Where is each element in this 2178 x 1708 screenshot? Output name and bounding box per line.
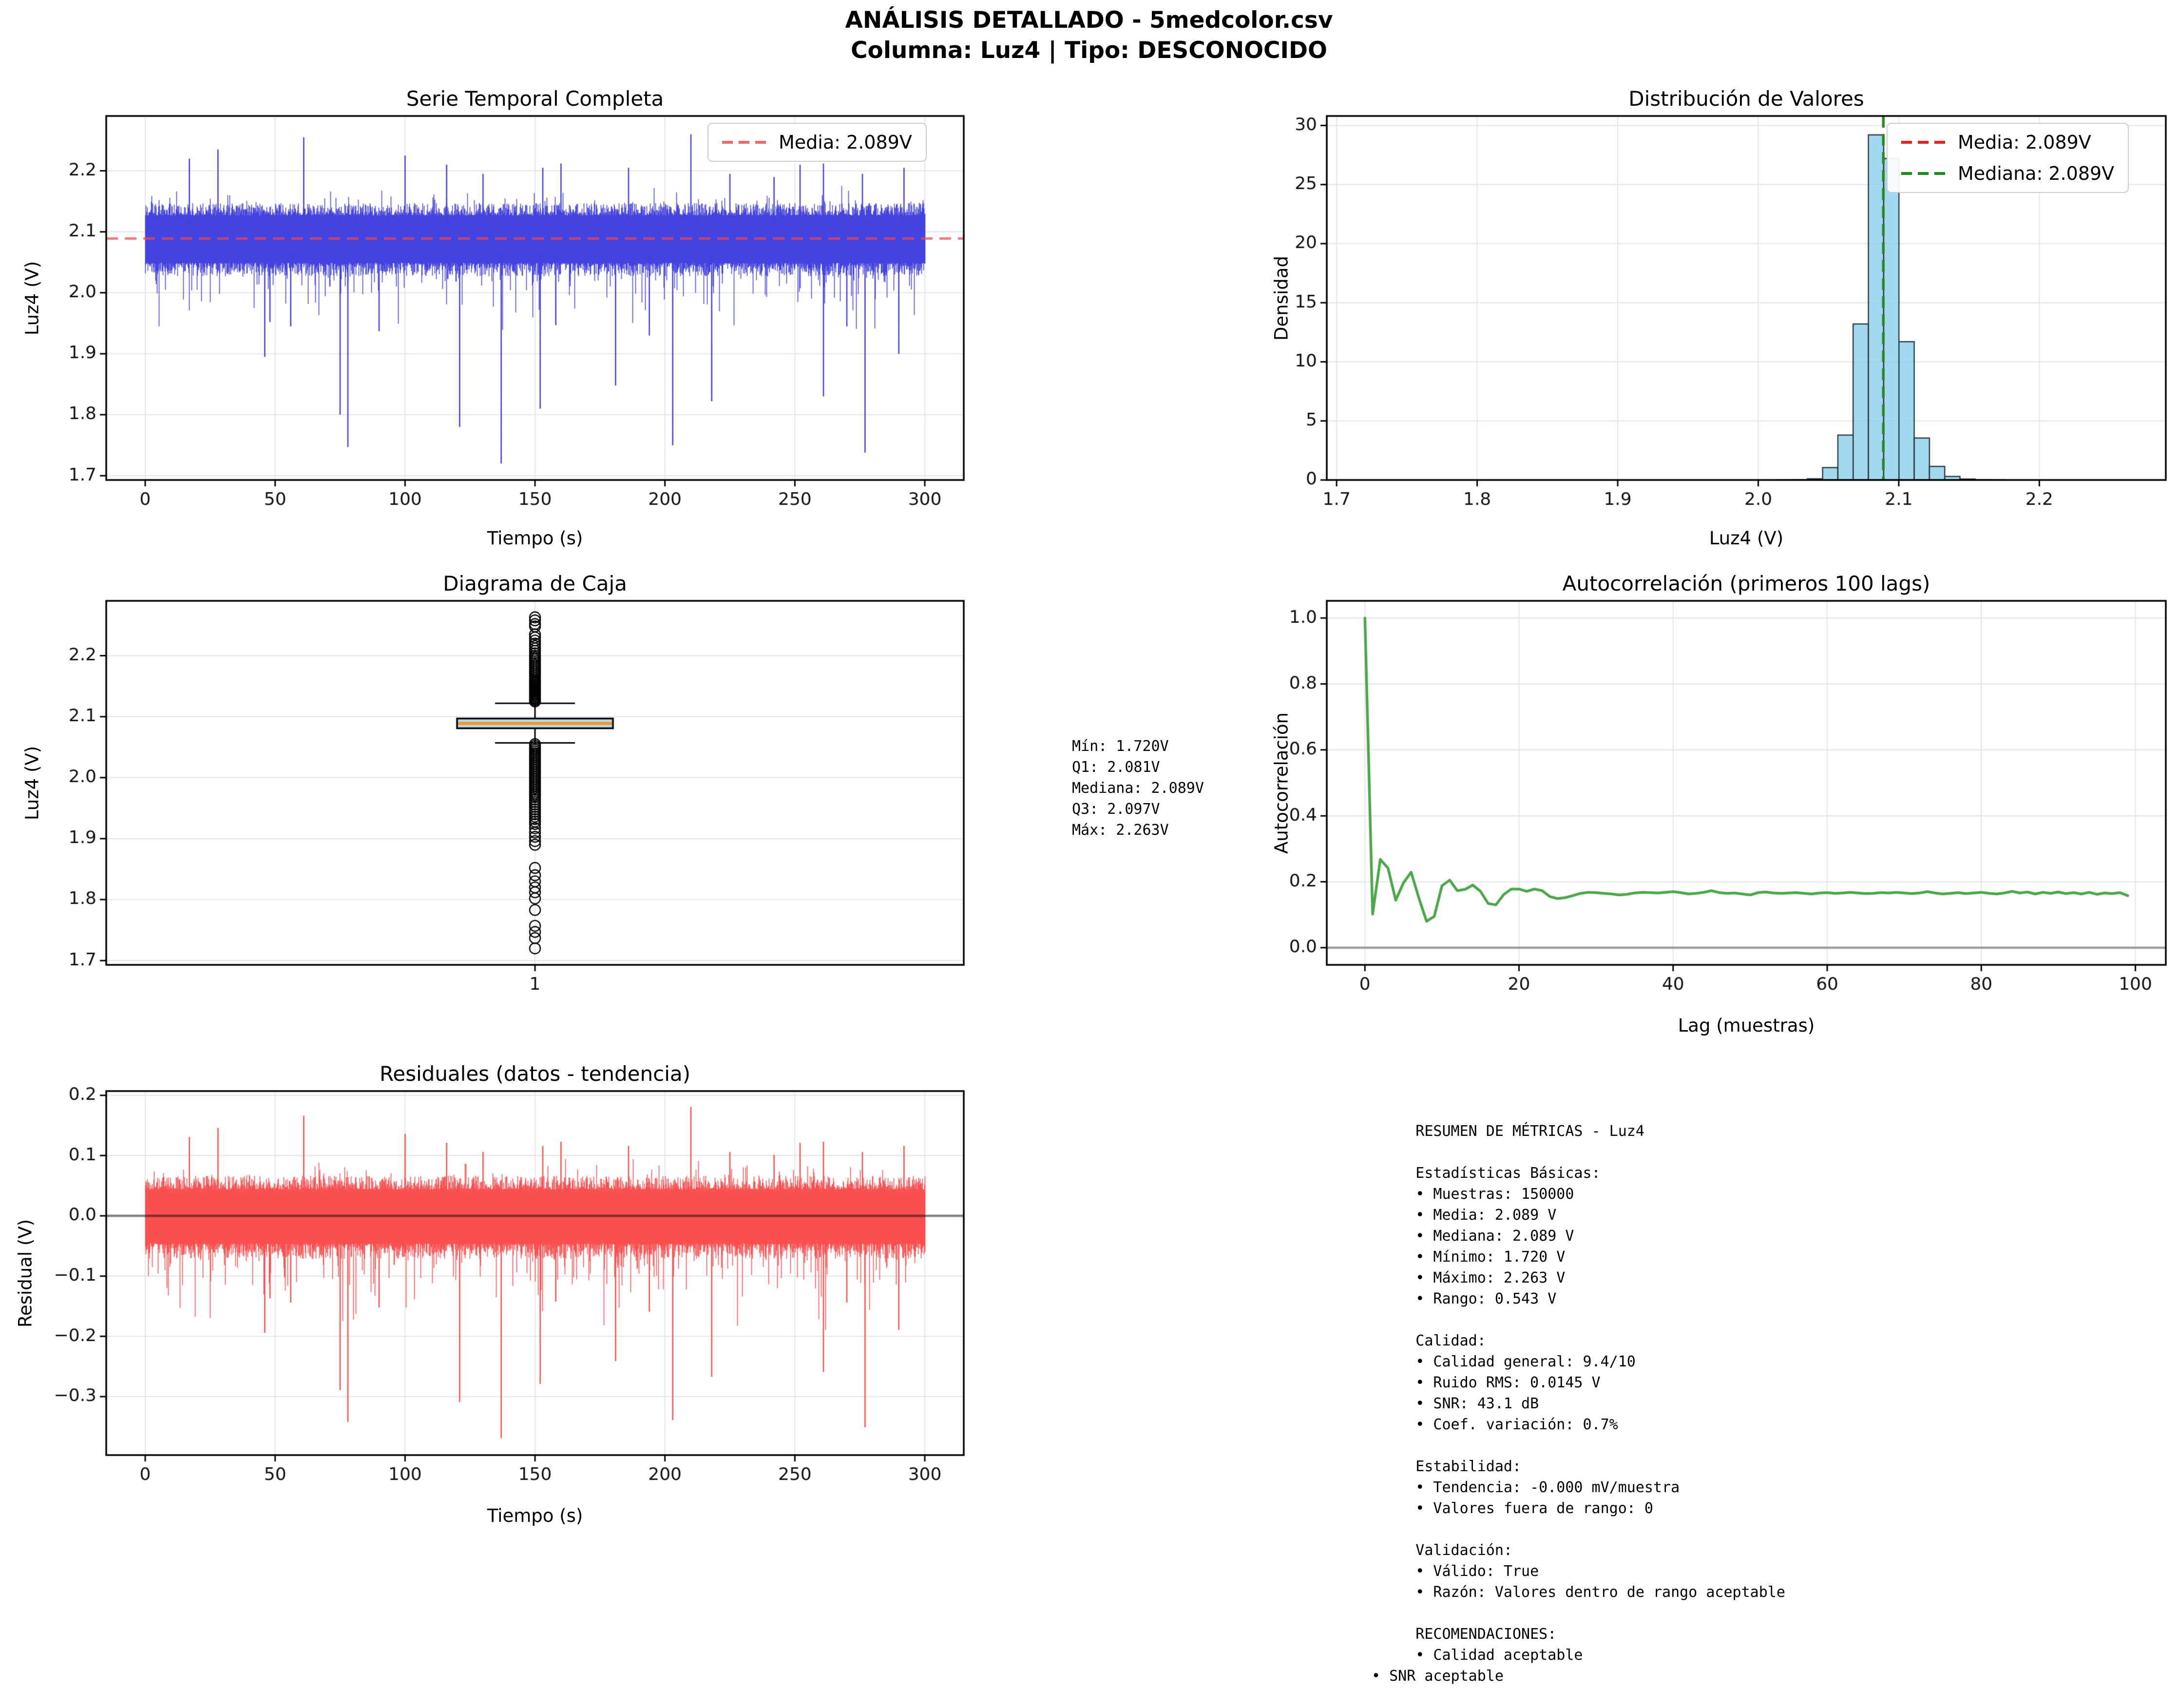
autocorr-title: Autocorrelación (primeros 100 lags) [1562,572,1930,595]
timeseries-legend: Media: 2.089V [707,123,927,162]
boxplot-stats-annotation: Mín: 1.720V Q1: 2.081V Mediana: 2.089V Q… [1072,738,1204,839]
mediana-dashed-line-swatch [1901,172,1946,175]
histogram-title: Distribución de Valores [1628,87,1864,111]
timeseries-title: Serie Temporal Completa [406,87,664,111]
timeseries-x-axis-label: Tiempo (s) [487,528,583,549]
histogram-x-axis-label: Luz4 (V) [1709,528,1784,549]
residuals-y-axis-label: Residual (V) [15,1219,36,1328]
boxplot-y-axis-label: Luz4 (V) [21,746,43,821]
timeseries-y-axis-label: Luz4 (V) [21,261,43,336]
histogram-y-axis-label: Densidad [1271,256,1292,341]
figure-subtitle: Columna: Luz4 | Tipo: DESCONOCIDO [851,37,1327,64]
autocorr-x-axis-label: Lag (muestras) [1678,1015,1815,1036]
metrics-summary-text: RESUMEN DE MÉTRICAS - Luz4 Estadísticas … [1372,1123,1785,1685]
media-dashed-line-swatch [1901,141,1946,144]
histogram-legend: Media: 2.089V Mediana: 2.089V [1887,123,2129,193]
media-dashed-line-swatch [722,141,767,144]
residuals-x-axis-label: Tiempo (s) [487,1505,583,1526]
media-legend-label: Media: 2.089V [779,132,912,153]
residuals-title: Residuales (datos - tendencia) [379,1062,691,1086]
media-legend-label: Media: 2.089V [1958,132,2091,153]
autocorr-y-axis-label: Autocorrelación [1271,712,1292,854]
boxplot-title: Diagrama de Caja [443,572,627,595]
figure-title: ANÁLISIS DETALLADO - 5medcolor.csv [845,7,1333,34]
mediana-legend-label: Mediana: 2.089V [1958,163,2115,184]
